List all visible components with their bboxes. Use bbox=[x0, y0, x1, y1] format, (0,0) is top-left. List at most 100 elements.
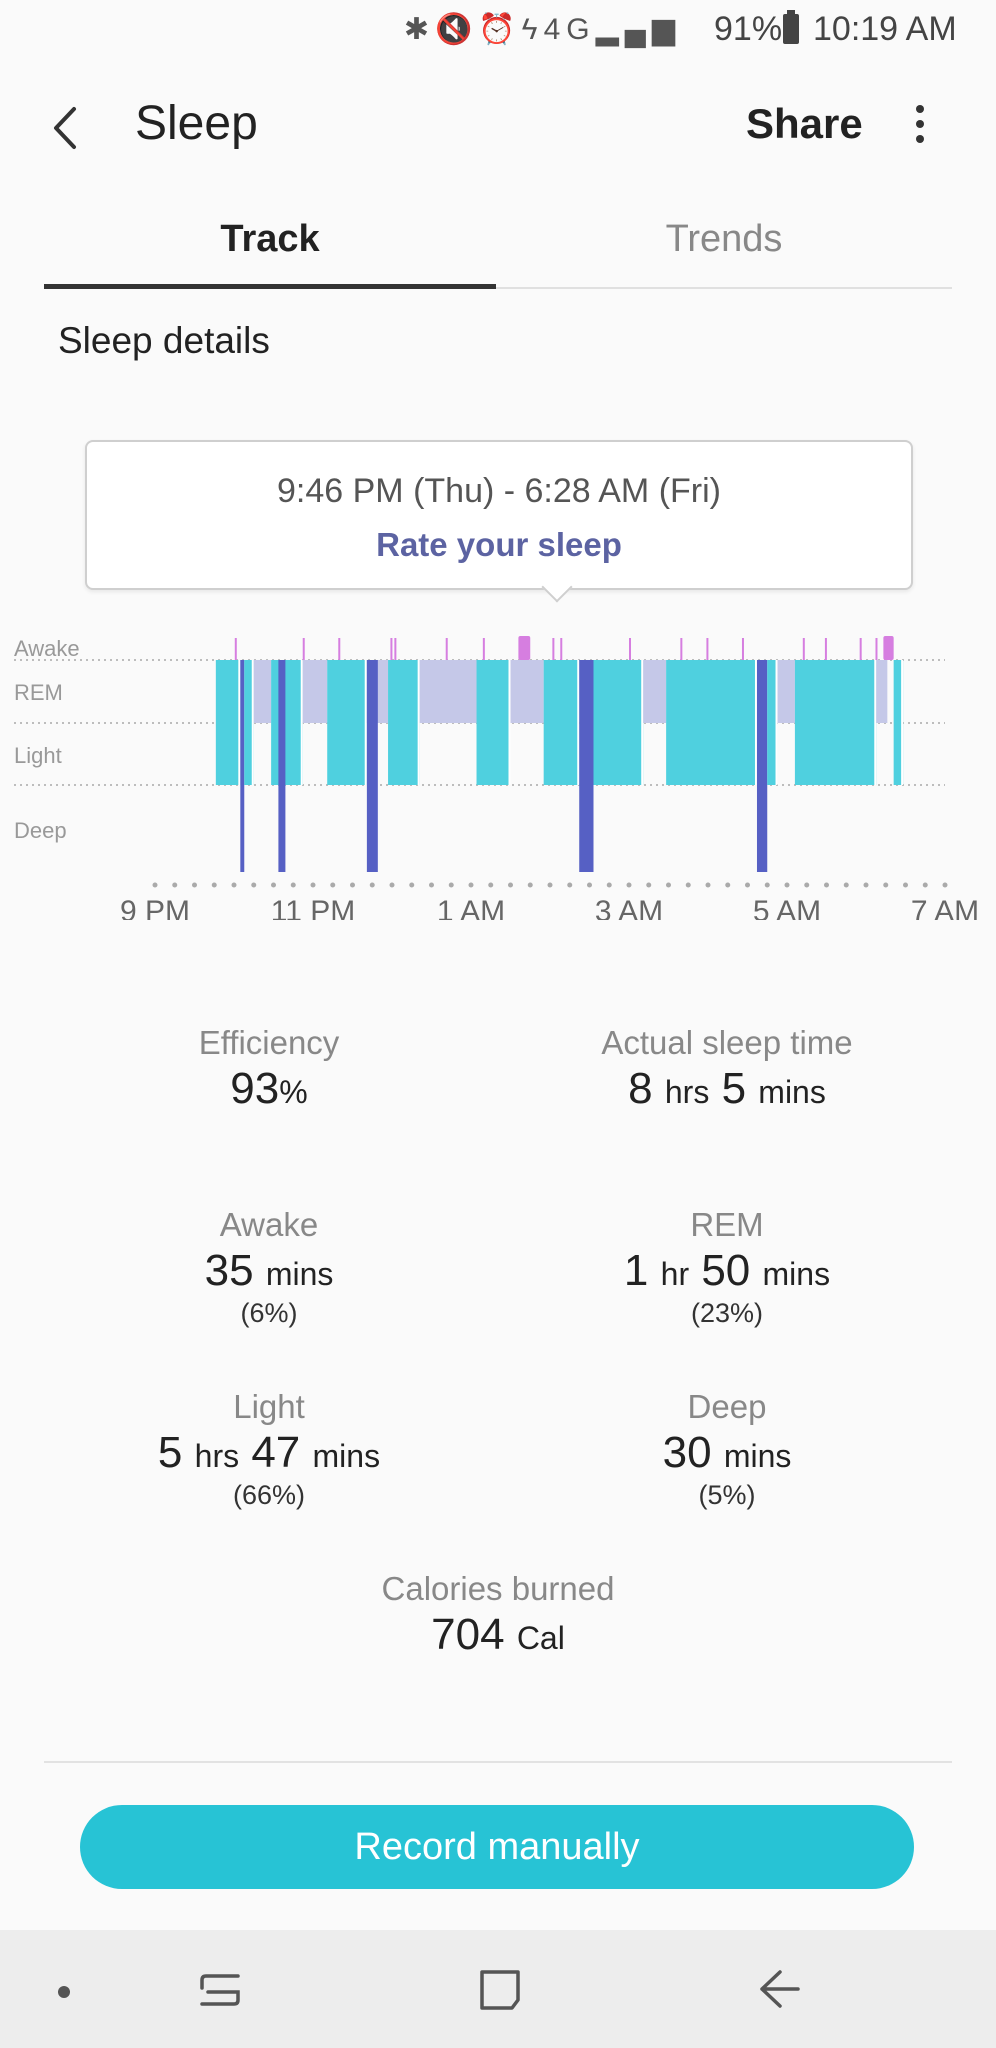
sleep-segment-light bbox=[388, 660, 420, 785]
stage-label-awake: Awake bbox=[14, 636, 80, 661]
axis-dot bbox=[172, 882, 178, 888]
axis-dot bbox=[527, 882, 533, 888]
record-manually-button[interactable]: Record manually bbox=[80, 1805, 914, 1889]
tab-selected-indicator bbox=[44, 284, 496, 289]
sleep-segment-light bbox=[767, 660, 778, 785]
axis-dot bbox=[626, 882, 632, 888]
awake-spike bbox=[875, 638, 878, 660]
stat-actual-sleep: Actual sleep time 8 hrs 5 mins bbox=[478, 1024, 976, 1114]
stat-number: 5 bbox=[721, 1064, 747, 1113]
alarm-icon: ⏰ bbox=[478, 13, 522, 46]
share-button[interactable]: Share bbox=[746, 100, 863, 147]
axis-dot bbox=[804, 882, 810, 888]
x-tick-label: 1 AM bbox=[437, 895, 505, 920]
stat-unit: mins bbox=[762, 1256, 831, 1292]
x-tick-label: 11 PM bbox=[271, 895, 355, 920]
chevron-left-icon bbox=[54, 107, 76, 149]
sleep-segment-deep bbox=[240, 660, 245, 872]
stage-label-rem: REM bbox=[14, 680, 63, 705]
axis-dot bbox=[152, 882, 158, 888]
stat-unit: % bbox=[279, 1074, 308, 1110]
awake-spike bbox=[824, 638, 827, 660]
awake-spike bbox=[741, 638, 744, 660]
stat-number: 93 bbox=[230, 1064, 280, 1113]
awake-spike bbox=[482, 638, 485, 660]
axis-dot bbox=[488, 882, 494, 888]
axis-dot bbox=[192, 882, 197, 888]
stat-number: 8 bbox=[628, 1064, 653, 1113]
sleep-segment-rem bbox=[643, 660, 667, 723]
stat-label: Deep bbox=[687, 1388, 767, 1425]
x-tick-label: 3 AM bbox=[595, 895, 663, 920]
stat-value: 704 Cal bbox=[249, 1610, 747, 1660]
axis-dot bbox=[211, 882, 217, 888]
stat-unit: mins bbox=[312, 1438, 381, 1474]
network-type: 4G bbox=[543, 13, 596, 46]
battery-percent: 91% bbox=[714, 10, 783, 48]
axis-dot bbox=[843, 882, 849, 888]
status-bar: ✱🔇⏰ϟ4G▂▄▆ 91% 10:19 AM bbox=[0, 0, 996, 62]
deep-spike bbox=[366, 660, 374, 872]
sleep-segment-rem bbox=[302, 660, 328, 723]
sleep-time-card: 9:46 PM (Thu) - 6:28 AM (Fri) Rate your … bbox=[85, 440, 913, 590]
sleep-segment-light bbox=[794, 660, 877, 785]
sleep-segment-light bbox=[543, 660, 580, 785]
deep-spike bbox=[580, 660, 588, 872]
stat-number: 704 bbox=[431, 1610, 505, 1659]
axis-dot bbox=[429, 882, 434, 888]
recent-apps-icon[interactable] bbox=[198, 1970, 244, 2010]
axis-dot bbox=[567, 882, 573, 888]
status-time: 10:19 AM bbox=[813, 10, 957, 48]
awake-spike bbox=[706, 638, 709, 660]
stage-label-light: Light bbox=[14, 743, 62, 768]
deep-spike bbox=[758, 660, 766, 872]
x-tick-label: 7 AM bbox=[911, 895, 979, 920]
stat-number: 35 bbox=[204, 1246, 254, 1295]
sleep-segment-light bbox=[893, 660, 904, 785]
axis-dot bbox=[310, 882, 316, 888]
stat-number: 50 bbox=[701, 1246, 751, 1295]
axis-dot bbox=[508, 882, 513, 888]
back-nav-icon[interactable] bbox=[756, 1968, 802, 2010]
stat-label: Actual sleep time bbox=[601, 1024, 853, 1061]
axis-dot bbox=[606, 882, 612, 888]
stat-label: Light bbox=[233, 1388, 305, 1425]
axis-dot bbox=[863, 882, 869, 888]
axis-dot bbox=[903, 882, 908, 888]
sleep-segment-rem bbox=[253, 660, 272, 723]
axis-dot bbox=[271, 882, 276, 888]
sleep-segment-light bbox=[271, 660, 303, 785]
axis-dot bbox=[468, 882, 474, 888]
stat-percent: (23%) bbox=[690, 1298, 764, 1328]
sleep-stage-chart[interactable]: Awake REM Light Deep 9 PM 11 PM 1 AM 3 AM 5 AM 7… bbox=[0, 620, 996, 920]
awake-spike bbox=[629, 638, 631, 660]
home-icon[interactable] bbox=[478, 1966, 522, 2012]
divider bbox=[44, 1761, 952, 1763]
awake-spike bbox=[522, 638, 525, 660]
axis-dot bbox=[231, 882, 237, 888]
axis-dot bbox=[251, 882, 257, 888]
more-options-button[interactable] bbox=[905, 100, 935, 150]
sleep-segment-light bbox=[244, 660, 254, 785]
axis-dot bbox=[587, 882, 592, 888]
axis-dot bbox=[784, 882, 790, 888]
sleep-segment-rem bbox=[510, 660, 544, 723]
stat-unit: mins bbox=[265, 1256, 334, 1292]
nav-dot-icon[interactable] bbox=[58, 1986, 70, 1998]
back-button[interactable] bbox=[40, 95, 90, 161]
axis-dot bbox=[922, 882, 928, 888]
stat-unit: mins bbox=[723, 1438, 792, 1474]
awake-spike bbox=[390, 638, 393, 660]
awake-spike bbox=[680, 638, 683, 660]
axis-dot bbox=[646, 882, 652, 888]
status-icons: ✱🔇⏰ϟ4G▂▄▆ bbox=[404, 12, 681, 47]
tab-track[interactable]: Track bbox=[220, 218, 320, 260]
rate-sleep-link[interactable]: Rate your sleep bbox=[376, 526, 622, 563]
stat-percent: (5%) bbox=[698, 1480, 756, 1510]
sleep-segment-light bbox=[589, 660, 644, 785]
tab-trends[interactable]: Trends bbox=[665, 218, 783, 260]
sleep-segment-light bbox=[215, 660, 241, 785]
stat-label: Efficiency bbox=[198, 1024, 340, 1061]
awake-spike bbox=[560, 638, 563, 660]
stage-label-deep: Deep bbox=[14, 818, 67, 843]
